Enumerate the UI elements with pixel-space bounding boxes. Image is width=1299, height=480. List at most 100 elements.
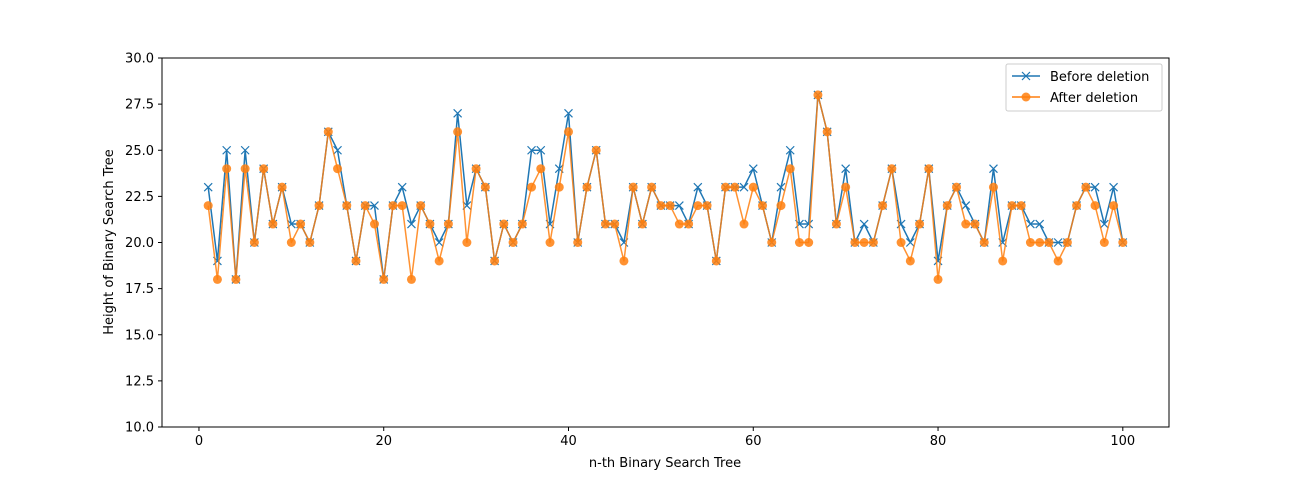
data-point-x-marker: [859, 219, 869, 229]
data-point-x-marker: [674, 201, 684, 211]
data-point-x-marker: [989, 164, 998, 174]
data-point-circle-marker: [1062, 238, 1072, 247]
data-point-circle-marker: [536, 164, 546, 174]
data-point-circle-marker: [711, 256, 721, 266]
data-point-x-marker: [564, 108, 573, 118]
data-point-circle-marker: [231, 274, 241, 284]
data-point-circle-marker: [804, 238, 814, 247]
data-point-circle-marker: [203, 201, 213, 211]
legend-label-before-deletion: Before deletion: [1050, 70, 1149, 85]
y-tick-label: 15.0: [125, 328, 154, 343]
data-point-circle-marker: [490, 256, 500, 266]
y-tick-label: 20.0: [125, 236, 154, 251]
y-tick-label: 30.0: [125, 52, 154, 67]
data-point-circle-marker: [554, 182, 564, 192]
data-point-circle-marker: [591, 145, 601, 155]
legend-label-after-deletion: After deletion: [1050, 91, 1138, 106]
data-point-circle-marker: [314, 201, 324, 211]
y-tick-label: 27.5: [125, 98, 154, 113]
data-point-circle-marker: [240, 164, 250, 174]
y-tick-label: 25.0: [125, 144, 154, 159]
data-point-circle-marker: [573, 238, 583, 247]
data-point-circle-marker: [887, 164, 897, 174]
data-point-circle-marker: [1053, 256, 1063, 266]
data-point-x-marker: [203, 182, 213, 192]
data-point-x-marker: [1099, 219, 1109, 229]
data-point-circle-marker: [397, 201, 407, 211]
data-point-x-marker: [785, 145, 795, 155]
data-point-circle-marker: [637, 219, 647, 229]
x-tick-label: 20: [375, 434, 392, 449]
data-point-circle-marker: [351, 256, 361, 266]
data-point-x-marker: [453, 108, 463, 118]
data-point-circle-marker: [776, 201, 786, 211]
data-point-circle-marker: [1090, 201, 1100, 211]
data-point-circle-marker: [868, 238, 878, 247]
data-point-circle-marker: [878, 201, 888, 211]
data-point-x-marker: [693, 182, 703, 192]
data-point-circle-marker: [471, 164, 481, 174]
data-point-circle-marker: [610, 219, 620, 229]
data-point-circle-marker: [813, 90, 823, 100]
data-point-circle-marker: [850, 238, 860, 247]
y-axis-label: Height of Binary Search Tree: [102, 149, 117, 335]
data-point-circle-marker: [453, 127, 463, 137]
data-point-circle-marker: [785, 164, 795, 174]
data-point-circle-marker: [702, 201, 712, 211]
x-tick-label: 60: [745, 434, 762, 449]
data-point-x-marker: [739, 182, 749, 192]
data-point-circle-marker: [499, 219, 509, 229]
y-tick-label: 17.5: [125, 282, 154, 297]
legend-marker-x: [1021, 71, 1031, 81]
legend-item-before-deletion: Before deletion: [1012, 70, 1149, 85]
data-point-circle-marker: [517, 219, 527, 229]
data-point-circle-marker: [443, 219, 453, 229]
data-point-circle-marker: [388, 201, 398, 211]
data-point-circle-marker: [693, 201, 703, 211]
data-point-circle-marker: [1025, 238, 1035, 247]
data-point-circle-marker: [739, 219, 749, 229]
data-point-circle-marker: [1118, 238, 1128, 247]
data-point-circle-marker: [1081, 182, 1091, 192]
data-point-circle-marker: [600, 219, 610, 229]
series-line-after-deletion: [207, 94, 1124, 281]
data-point-circle-marker: [1035, 238, 1045, 247]
data-point-x-marker: [1109, 182, 1118, 192]
data-point-x-marker: [527, 145, 536, 155]
y-tick-label: 10.0: [125, 421, 154, 436]
data-point-circle-marker: [905, 256, 915, 266]
data-point-circle-marker: [758, 201, 768, 211]
data-point-circle-marker: [684, 219, 694, 229]
data-point-circle-marker: [628, 182, 638, 192]
data-point-circle-marker: [915, 219, 925, 229]
y-tick-label: 12.5: [125, 374, 154, 389]
data-point-circle-marker: [582, 182, 592, 192]
x-tick-label: 80: [930, 434, 947, 449]
data-point-circle-marker: [924, 164, 934, 174]
data-point-circle-marker: [794, 238, 804, 247]
data-point-circle-marker: [998, 256, 1008, 266]
data-point-circle-marker: [296, 219, 306, 229]
data-point-circle-marker: [961, 219, 971, 229]
data-point-circle-marker: [212, 274, 222, 284]
data-point-circle-marker: [988, 182, 998, 192]
data-point-x-marker: [1035, 219, 1045, 229]
data-point-x-marker: [905, 238, 915, 247]
data-point-circle-marker: [942, 201, 952, 211]
x-axis-label: n-th Binary Search Tree: [589, 456, 741, 471]
data-point-circle-marker: [665, 201, 675, 211]
data-point-circle-marker: [952, 182, 962, 192]
data-point-x-marker: [1053, 238, 1063, 247]
data-point-circle-marker: [462, 238, 472, 247]
data-point-circle-marker: [425, 219, 435, 229]
data-point-circle-marker: [259, 164, 269, 174]
data-point-x-marker: [397, 182, 407, 192]
data-point-circle-marker: [841, 182, 851, 192]
data-point-circle-marker: [545, 238, 555, 247]
data-point-circle-marker: [563, 127, 573, 137]
data-point-circle-marker: [721, 182, 731, 192]
data-point-circle-marker: [323, 127, 333, 137]
data-point-circle-marker: [822, 127, 832, 137]
